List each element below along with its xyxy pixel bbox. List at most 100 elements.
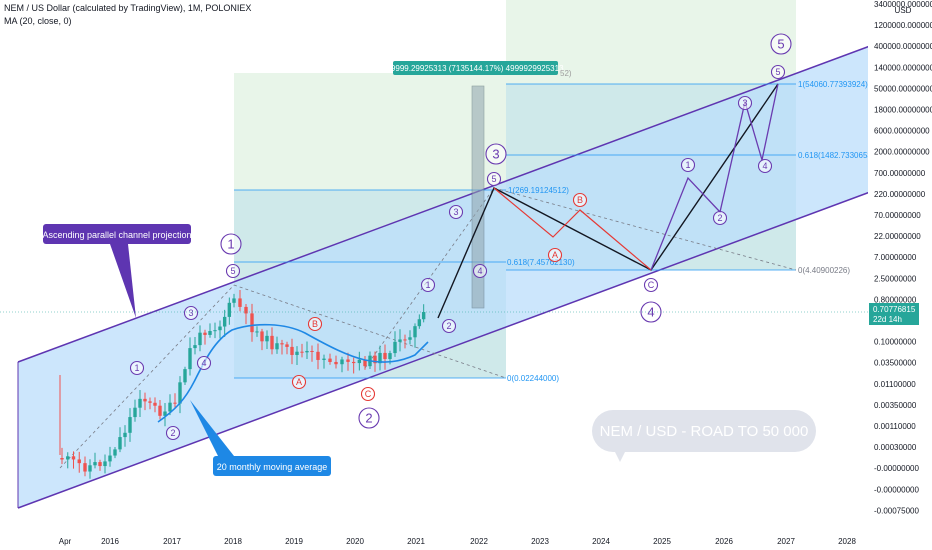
wave-corrective-C-ring xyxy=(643,277,659,293)
time-tick-3: 2018 xyxy=(224,537,242,546)
price-tick-13: 2.50000000 xyxy=(874,274,917,283)
candle-body xyxy=(265,335,269,342)
wave-minor-5: 5 xyxy=(486,171,502,187)
candle-body xyxy=(388,353,392,360)
candle-body xyxy=(280,343,284,345)
wave-minor-5-ring xyxy=(225,263,241,279)
current-price-countdown: 22d 14h xyxy=(873,315,902,324)
candle-body xyxy=(193,345,197,349)
candle xyxy=(83,456,87,477)
candle-body xyxy=(363,359,367,367)
wave-minor-3-text: 3 xyxy=(453,207,458,217)
candle xyxy=(413,323,417,348)
candle xyxy=(222,309,227,337)
candle-body xyxy=(213,330,217,332)
candle-body xyxy=(357,359,362,364)
candle-body xyxy=(238,298,242,307)
time-tick-7: 2022 xyxy=(470,537,488,546)
wave-minor-3: 3 xyxy=(737,95,753,111)
candle-body xyxy=(305,350,309,353)
candle xyxy=(244,303,248,325)
candle xyxy=(208,323,212,338)
candle xyxy=(280,339,284,355)
ma-callout-pointer xyxy=(190,400,234,456)
price-tick-24: -0.00075000 xyxy=(874,506,919,515)
wave-minor-1: 1 xyxy=(680,157,696,173)
wave-minor-4-text: 4 xyxy=(477,266,482,276)
fib-label-second-2: 0(4.40900226) xyxy=(798,266,850,275)
price-tick-23: -0.00000000 xyxy=(874,485,919,494)
candle xyxy=(133,399,137,422)
candle xyxy=(178,376,182,414)
candle xyxy=(138,389,142,418)
wave-corrective-C-text: C xyxy=(365,389,372,399)
measure-bar xyxy=(471,85,485,309)
candle xyxy=(398,329,402,352)
candle-body xyxy=(71,456,76,460)
candle-body xyxy=(322,358,326,360)
wave-corrective-B-ring xyxy=(572,192,588,208)
candle xyxy=(322,354,326,369)
candle xyxy=(351,357,356,374)
candle-body xyxy=(66,456,70,460)
candle xyxy=(408,330,412,345)
wave-major-3-text: 3 xyxy=(492,147,499,162)
price-tick-18: 0.01100000 xyxy=(874,380,916,389)
candle-body xyxy=(255,331,259,333)
wave-minor-4: 4 xyxy=(757,158,773,174)
candle xyxy=(300,343,304,358)
candle xyxy=(213,322,217,339)
candle xyxy=(417,314,422,329)
candle-body xyxy=(222,316,227,327)
candle xyxy=(173,393,177,409)
channel-callout-box xyxy=(43,224,191,244)
fib-label-second-1: 0.618(1482.73306539) xyxy=(798,151,879,160)
channel-callout-text: Ascending parallel channel projection xyxy=(42,230,191,240)
wave-corrective-A: A xyxy=(291,374,307,390)
price-tick-17: 0.03500000 xyxy=(874,359,917,368)
candle-body xyxy=(413,326,417,338)
measure-badge xyxy=(393,61,558,75)
candle-body xyxy=(183,369,187,383)
candle-body xyxy=(133,407,137,418)
price-tick-1: 1200000.0000000 xyxy=(874,21,932,30)
candle xyxy=(403,334,407,349)
candle xyxy=(60,447,64,465)
wave-minor-1-ring xyxy=(129,360,145,376)
wave-minor-4-ring xyxy=(196,355,212,371)
wave-minor-5-text: 5 xyxy=(230,266,235,276)
candle-body xyxy=(163,411,167,416)
indicator-legend: MA (20, close, 0) xyxy=(4,16,72,26)
time-tick-4: 2019 xyxy=(285,537,303,546)
wave-corrective-A-text: A xyxy=(552,250,558,260)
wave-minor-4-text: 4 xyxy=(762,161,767,171)
wave-corrective-B-text: B xyxy=(312,319,318,329)
candle xyxy=(118,427,122,453)
candle-body xyxy=(103,461,107,467)
candle-body xyxy=(158,405,162,416)
candle xyxy=(393,331,397,357)
wave-minor-4-text: 4 xyxy=(201,358,206,368)
wave-major-5: 5 xyxy=(770,33,792,55)
wave-minor-3: 3 xyxy=(183,305,199,321)
candle xyxy=(123,425,127,447)
wave-minor-4: 4 xyxy=(196,355,212,371)
candle xyxy=(232,293,236,308)
projection-dashed-2 xyxy=(493,187,797,271)
time-tick-11: 2026 xyxy=(715,537,733,546)
candle-body xyxy=(373,355,377,364)
candle xyxy=(128,408,132,442)
candle xyxy=(260,328,264,351)
wave-minor-1-ring xyxy=(680,157,696,173)
candle xyxy=(168,394,172,416)
candle-body xyxy=(143,398,147,402)
candle-body xyxy=(173,402,177,404)
price-tick-6: 6000.00000000 xyxy=(874,127,930,136)
wave-minor-2: 2 xyxy=(441,318,457,334)
wave-minor-1-ring xyxy=(420,277,436,293)
time-tick-12: 2027 xyxy=(777,537,795,546)
candle xyxy=(188,337,192,376)
ma-callout-box xyxy=(213,456,331,476)
price-tick-11: 22.00000000 xyxy=(874,232,921,241)
